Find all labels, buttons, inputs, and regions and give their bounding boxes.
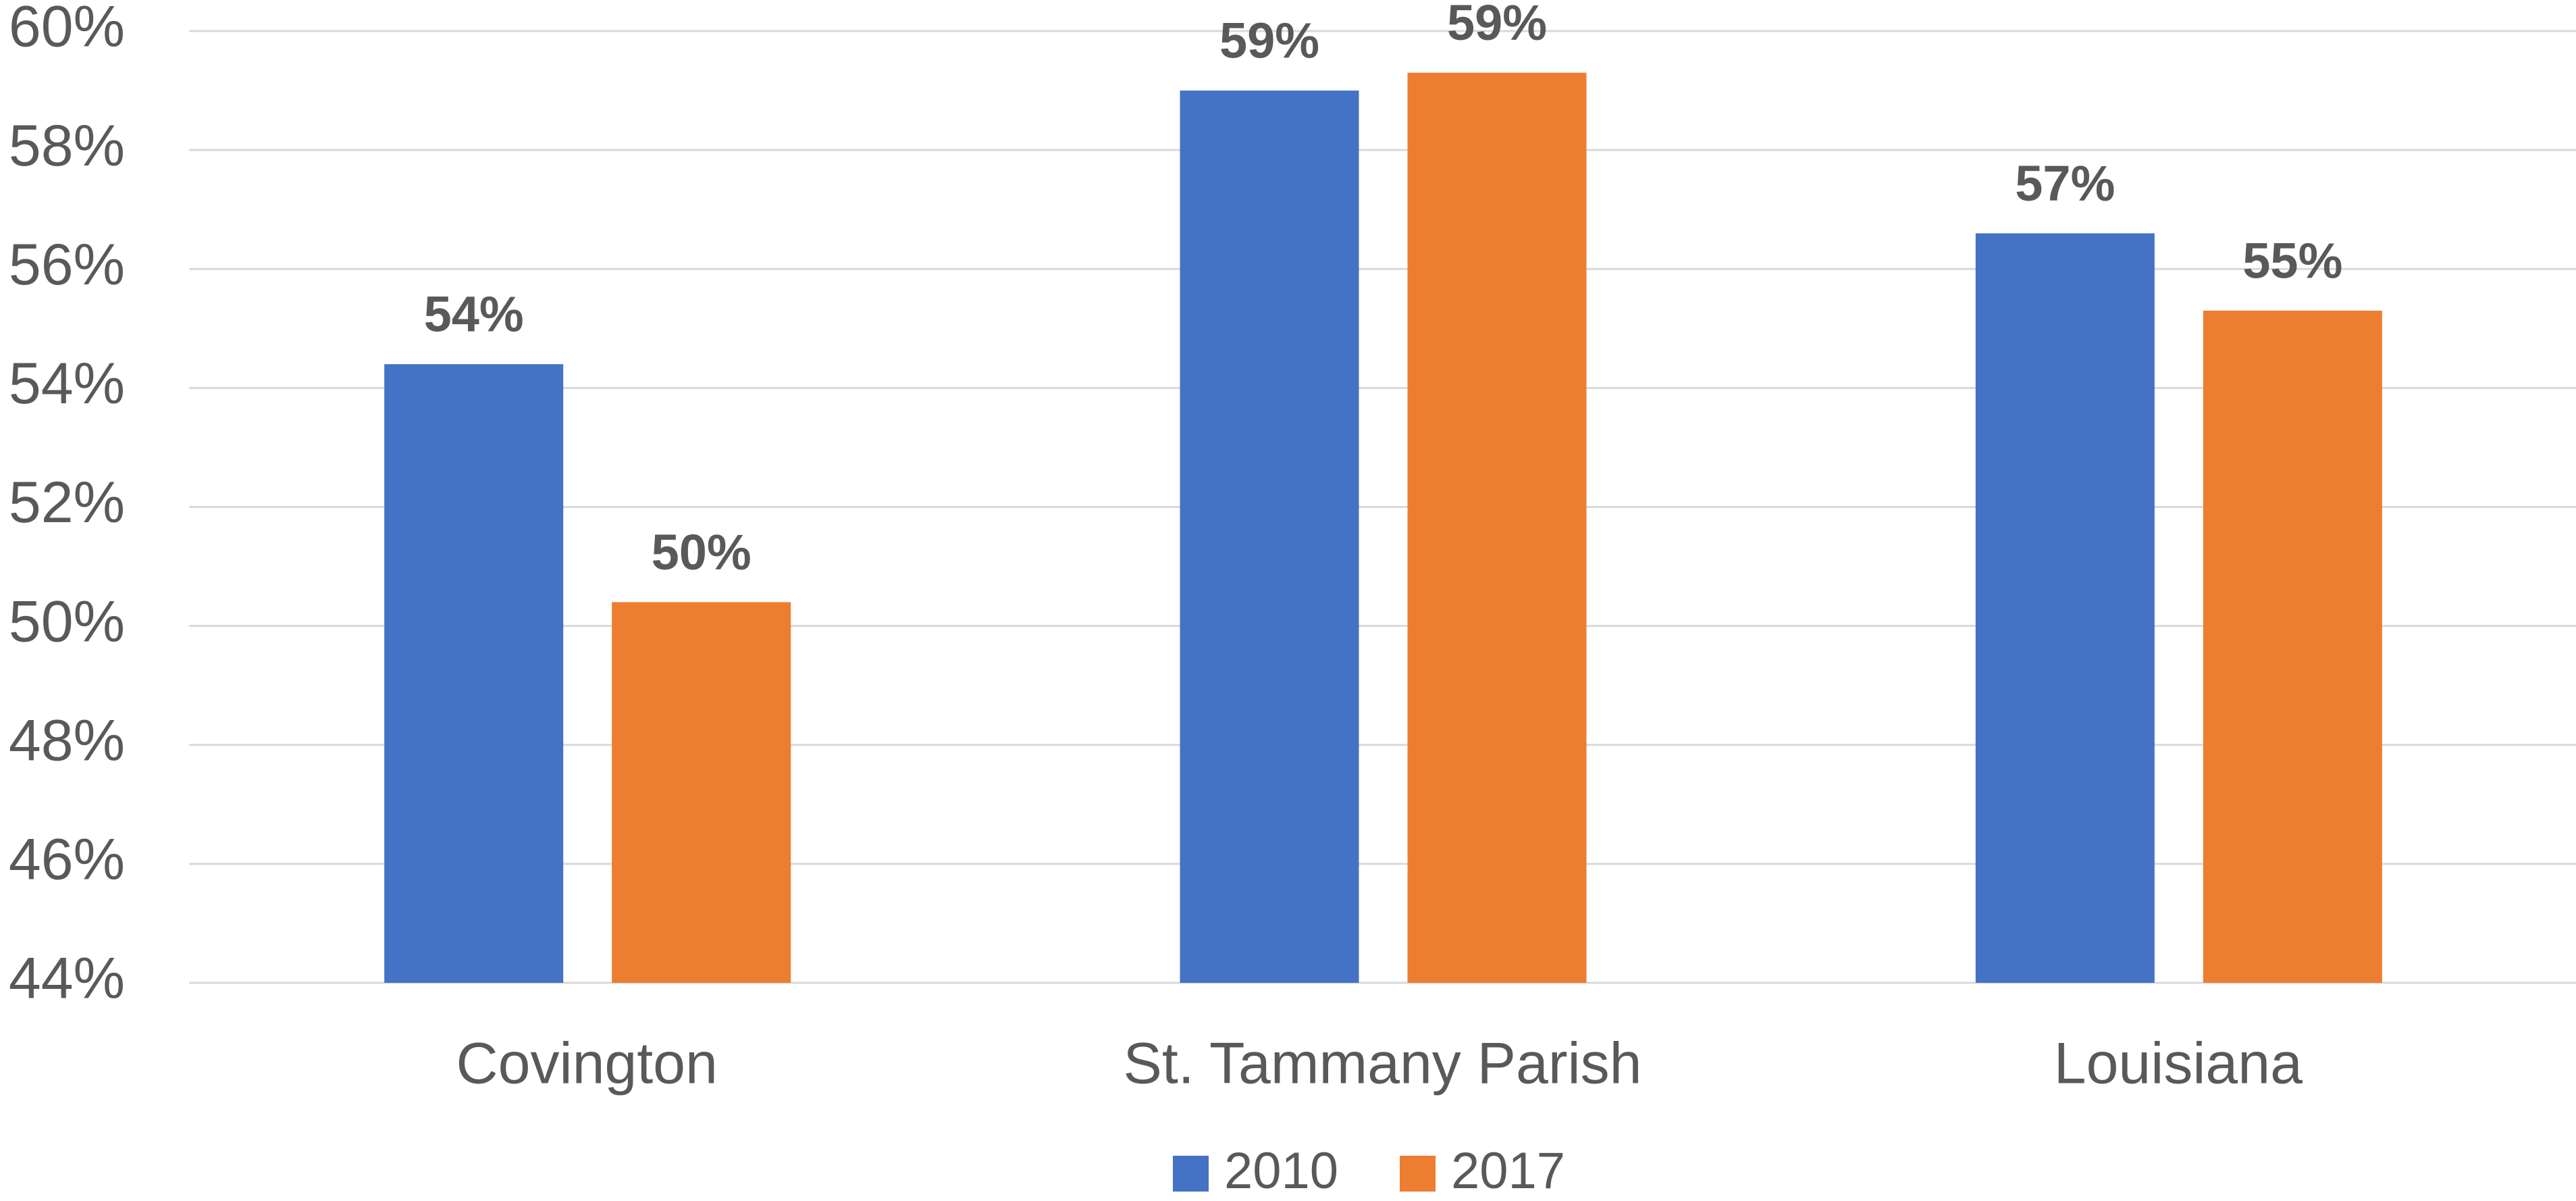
y-tick-label: 44%	[9, 946, 125, 1011]
legend-swatch	[1400, 1156, 1436, 1192]
value-label: 50%	[652, 524, 752, 580]
bar	[612, 602, 791, 983]
y-tick-label: 56%	[9, 232, 125, 297]
legend-label: 2010	[1224, 1142, 1338, 1200]
legend-label: 2017	[1451, 1142, 1565, 1200]
value-label: 57%	[2015, 155, 2115, 211]
value-label: 54%	[424, 286, 524, 342]
y-tick-label: 60%	[9, 0, 125, 59]
y-tick-label: 50%	[9, 589, 125, 654]
bar	[384, 364, 564, 983]
bar	[2203, 310, 2382, 983]
value-label: 59%	[1447, 0, 1547, 51]
x-tick-label: Covington	[456, 1031, 718, 1096]
y-tick-label: 54%	[9, 351, 125, 416]
y-tick-label: 48%	[9, 708, 125, 773]
bar	[1975, 233, 2155, 983]
value-label: 59%	[1219, 13, 1319, 69]
legend-swatch	[1173, 1156, 1209, 1192]
value-label: 55%	[2242, 232, 2342, 288]
bar	[1180, 91, 1359, 983]
x-tick-label: Louisiana	[2054, 1031, 2303, 1096]
y-tick-label: 58%	[9, 113, 125, 178]
bar	[1407, 72, 1587, 983]
y-tick-label: 52%	[9, 470, 125, 535]
x-tick-label: St. Tammany Parish	[1124, 1031, 1642, 1096]
y-tick-label: 46%	[9, 827, 125, 892]
